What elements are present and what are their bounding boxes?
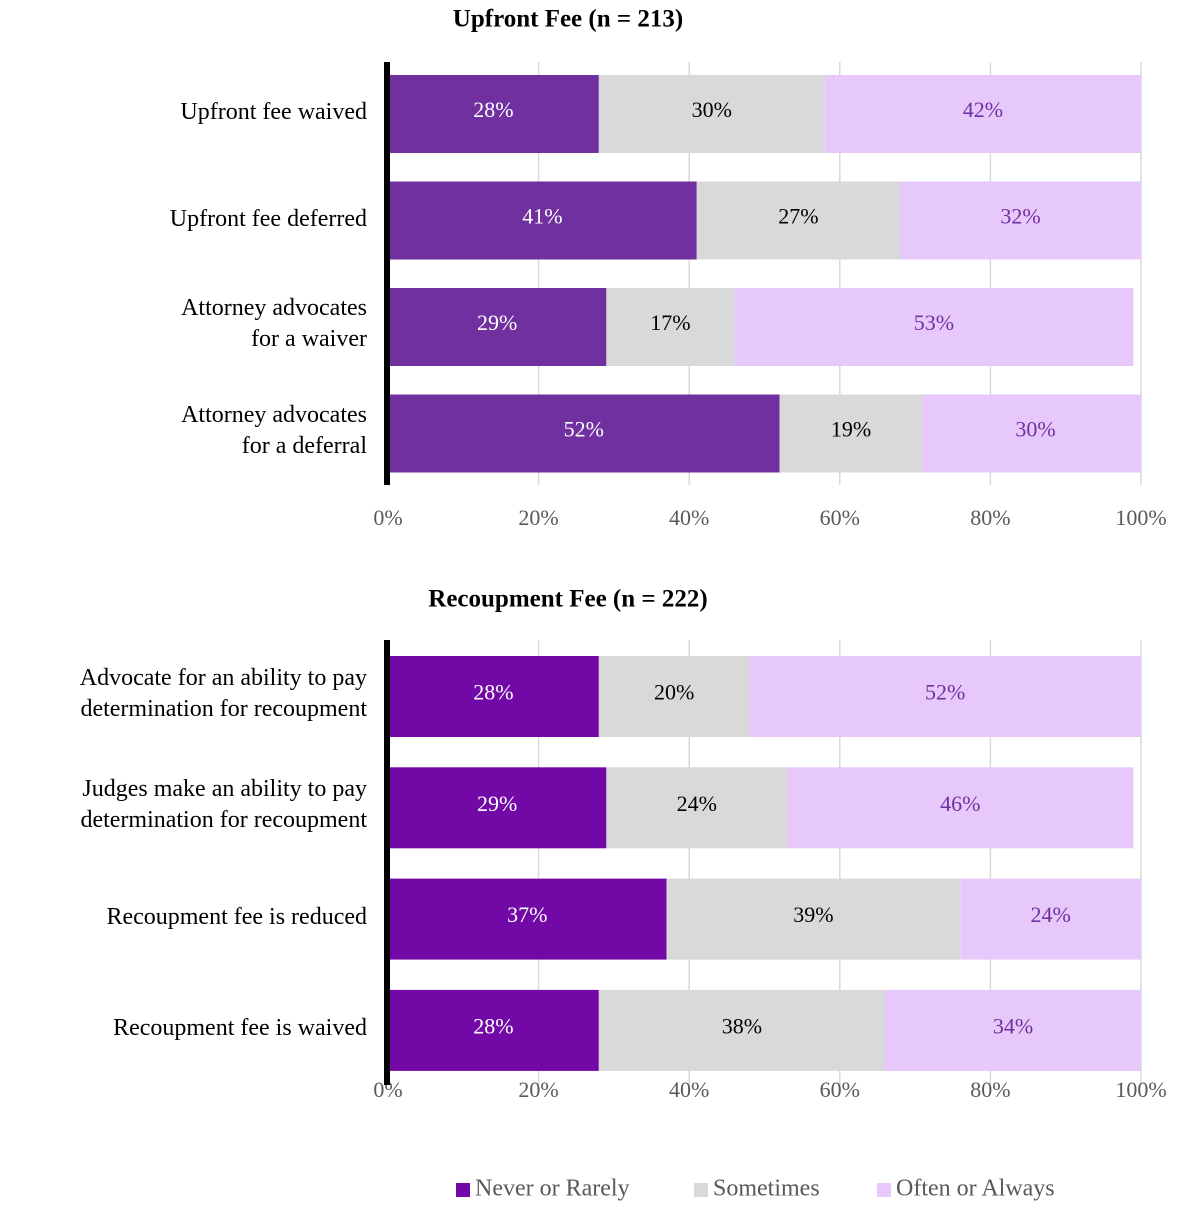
data-label: 29% xyxy=(477,791,517,816)
bars xyxy=(388,75,1141,473)
data-label: 20% xyxy=(654,680,694,705)
bar-segment xyxy=(900,181,1141,260)
data-label: 24% xyxy=(1030,902,1070,927)
x-tick-label: 0% xyxy=(373,505,402,530)
bar-segment xyxy=(388,75,599,153)
category-label: Advocate for an ability to pay determina… xyxy=(79,664,367,722)
bar-segment xyxy=(598,989,885,1071)
data-label: 32% xyxy=(1000,204,1040,229)
x-tick-label: 100% xyxy=(1115,505,1166,530)
data-label: 30% xyxy=(1015,417,1055,442)
category-label: Upfront fee deferred xyxy=(169,205,367,232)
chart-title: Upfront Fee (n = 213) xyxy=(453,6,683,33)
data-label: 42% xyxy=(963,97,1003,122)
legend-swatch xyxy=(456,1183,470,1197)
x-tick-label: 60% xyxy=(820,1077,860,1102)
data-label: 29% xyxy=(477,310,517,335)
bar-segment xyxy=(598,656,750,737)
data-label: 52% xyxy=(564,417,604,442)
data-label: 24% xyxy=(677,791,717,816)
data-label: 28% xyxy=(473,97,513,122)
bar-segment xyxy=(606,288,735,366)
bar-segment xyxy=(388,181,697,260)
x-tick-label: 20% xyxy=(518,505,558,530)
category-label: Judges make an ability to pay determinat… xyxy=(80,775,367,833)
bar-segment xyxy=(606,767,788,849)
bar-segment xyxy=(388,878,667,960)
category-label: Upfront fee waived xyxy=(180,98,367,125)
data-label: 28% xyxy=(473,1013,513,1038)
legend-label: Often or Always xyxy=(896,1176,1055,1202)
bar-segment xyxy=(388,394,780,473)
legend-label: Sometimes xyxy=(713,1176,820,1202)
bar-segment xyxy=(884,989,1141,1071)
x-tick-label: 80% xyxy=(970,1077,1010,1102)
data-label: 46% xyxy=(940,791,980,816)
data-label: 30% xyxy=(692,97,732,122)
category-label: Recoupment fee is waived xyxy=(113,1015,367,1042)
data-label: 41% xyxy=(522,204,562,229)
bar-segment xyxy=(787,767,1134,849)
legend-swatch xyxy=(694,1183,708,1197)
category-label: Recoupment fee is reduced xyxy=(106,904,367,931)
data-label: 53% xyxy=(914,310,954,335)
y-axis-line xyxy=(384,62,390,485)
bar-segment xyxy=(598,75,825,153)
bar-segment xyxy=(734,288,1134,366)
chart-title: Recoupment Fee (n = 222) xyxy=(428,586,707,613)
bar-segment xyxy=(666,878,961,960)
data-label: 28% xyxy=(473,680,513,705)
bar-segment xyxy=(922,394,1141,473)
data-label: 39% xyxy=(793,902,833,927)
data-label: 19% xyxy=(831,417,871,442)
data-label: 17% xyxy=(650,310,690,335)
bar-segment xyxy=(749,656,1141,737)
category-label: Attorney advocates for a deferral xyxy=(181,401,367,459)
bar-segment xyxy=(696,181,901,260)
bar-segment xyxy=(824,75,1141,153)
legend-label: Never or Rarely xyxy=(475,1176,630,1202)
x-tick-label: 100% xyxy=(1115,1077,1166,1102)
data-label: 52% xyxy=(925,680,965,705)
legend-swatch xyxy=(877,1183,891,1197)
category-label: Attorney advocates for a waiver xyxy=(181,294,367,352)
x-tick-label: 40% xyxy=(669,1077,709,1102)
data-label: 37% xyxy=(507,902,547,927)
bar-segment xyxy=(388,989,599,1071)
x-tick-label: 20% xyxy=(518,1077,558,1102)
bar-segment xyxy=(388,288,607,366)
bar-segment xyxy=(388,656,599,737)
y-axis-line xyxy=(384,640,390,1085)
bars xyxy=(388,656,1141,1071)
x-tick-label: 80% xyxy=(970,505,1010,530)
x-tick-label: 60% xyxy=(820,505,860,530)
bar-segment xyxy=(960,878,1141,960)
data-label: 38% xyxy=(722,1013,762,1038)
x-tick-label: 40% xyxy=(669,505,709,530)
bar-segment xyxy=(388,767,607,849)
bar-segment xyxy=(779,394,923,473)
data-label: 34% xyxy=(993,1013,1033,1038)
data-label: 27% xyxy=(778,204,818,229)
